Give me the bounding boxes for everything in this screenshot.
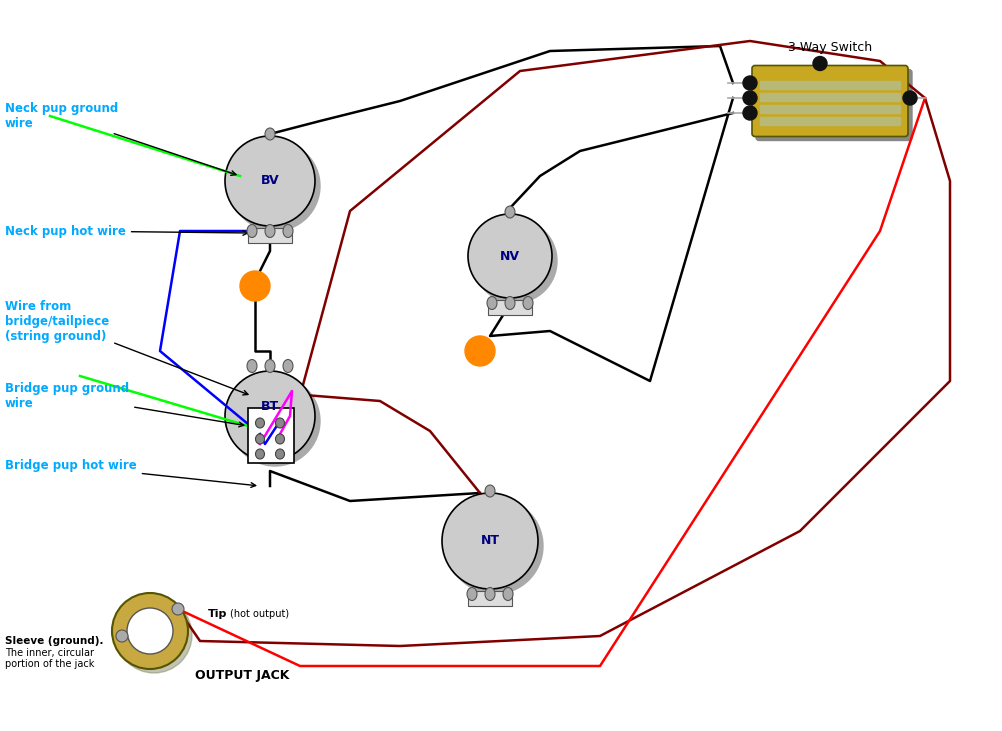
Circle shape: [239, 271, 270, 301]
Text: Sleeve (ground).: Sleeve (ground).: [5, 636, 103, 646]
Text: BT: BT: [261, 400, 279, 412]
Bar: [247, 408, 294, 463]
Circle shape: [742, 106, 757, 120]
Circle shape: [224, 371, 315, 461]
Ellipse shape: [276, 434, 285, 444]
Ellipse shape: [265, 128, 275, 140]
Bar: [760, 81, 899, 88]
Text: 3-Way Switch: 3-Way Switch: [788, 40, 871, 53]
Ellipse shape: [246, 360, 257, 373]
FancyBboxPatch shape: [756, 69, 911, 140]
Circle shape: [116, 597, 191, 673]
Ellipse shape: [504, 206, 514, 218]
Ellipse shape: [467, 588, 477, 600]
Ellipse shape: [502, 588, 512, 600]
Ellipse shape: [522, 297, 532, 309]
Bar: [488, 300, 531, 315]
Circle shape: [229, 376, 320, 466]
Text: OUTPUT JACK: OUTPUT JACK: [194, 670, 290, 683]
Circle shape: [742, 76, 757, 90]
Ellipse shape: [276, 418, 285, 428]
Text: Wire from
bridge/tailpiece
(string ground): Wire from bridge/tailpiece (string groun…: [5, 300, 247, 395]
Ellipse shape: [265, 360, 275, 373]
Text: Bridge pup hot wire: Bridge pup hot wire: [5, 460, 256, 488]
Circle shape: [442, 493, 537, 589]
Text: portion of the jack: portion of the jack: [5, 659, 94, 669]
Text: The inner, circular: The inner, circular: [5, 648, 94, 658]
Text: NT: NT: [480, 534, 499, 548]
Circle shape: [813, 56, 827, 70]
Ellipse shape: [283, 360, 293, 373]
Circle shape: [229, 141, 320, 231]
Circle shape: [742, 91, 757, 105]
Circle shape: [116, 630, 128, 642]
Circle shape: [127, 608, 172, 654]
Text: (hot output): (hot output): [229, 609, 289, 619]
Circle shape: [468, 214, 551, 298]
Ellipse shape: [256, 418, 265, 428]
Bar: [760, 94, 899, 100]
Bar: [760, 118, 899, 124]
Bar: [247, 228, 292, 243]
Bar: [760, 105, 899, 113]
Ellipse shape: [504, 297, 514, 309]
Circle shape: [902, 91, 916, 105]
Ellipse shape: [485, 588, 495, 600]
Ellipse shape: [256, 434, 265, 444]
Text: Neck pup ground
wire: Neck pup ground wire: [5, 102, 235, 175]
Ellipse shape: [283, 224, 293, 238]
Text: Tip: Tip: [207, 609, 227, 619]
Circle shape: [473, 219, 556, 303]
Ellipse shape: [485, 485, 495, 497]
Text: Neck pup hot wire: Neck pup hot wire: [5, 224, 247, 238]
Ellipse shape: [265, 224, 275, 238]
Ellipse shape: [256, 449, 265, 459]
Text: BV: BV: [261, 175, 279, 187]
Circle shape: [171, 603, 183, 615]
Text: Bridge pup ground
wire: Bridge pup ground wire: [5, 382, 243, 427]
Ellipse shape: [246, 224, 257, 238]
Ellipse shape: [276, 449, 285, 459]
FancyBboxPatch shape: [752, 66, 907, 137]
Circle shape: [465, 336, 495, 366]
Circle shape: [447, 498, 542, 594]
Circle shape: [224, 136, 315, 226]
Circle shape: [112, 593, 187, 669]
Text: NV: NV: [500, 249, 519, 262]
Ellipse shape: [487, 297, 497, 309]
Bar: [468, 591, 511, 606]
